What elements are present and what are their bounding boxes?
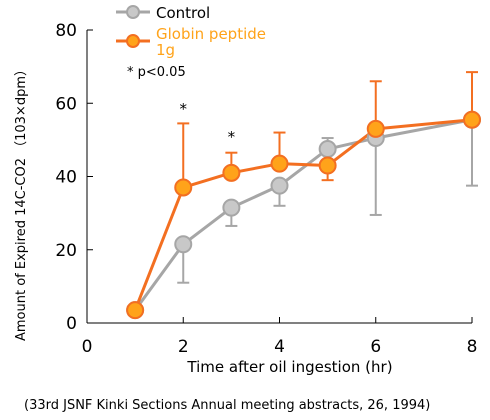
significance-marker: * (180, 100, 188, 118)
data-point-control (222, 198, 241, 217)
legend-label-control: Control (156, 4, 210, 22)
x-tick-label: 8 (467, 337, 478, 357)
data-point-globin (463, 110, 481, 129)
data-point-globin (174, 178, 193, 197)
data-point-globin (222, 163, 241, 182)
x-axis-label: Time after oil ingestion (hr) (186, 358, 392, 376)
legend-label-globin-line2: 1g (156, 41, 175, 59)
x-tick-label: 0 (82, 337, 93, 357)
data-point-globin (318, 156, 337, 175)
data-point-control (318, 140, 337, 159)
y-tick-label: 40 (55, 168, 77, 188)
data-point-globin (270, 154, 289, 173)
y-tick-label: 20 (55, 241, 77, 261)
y-tick-label: 0 (66, 314, 77, 334)
y-axis-label: Amount of Expired 14C-CO2 （103×dpm） (14, 63, 29, 341)
x-tick-label: 4 (274, 337, 285, 357)
significance-note: * p<0.05 (127, 65, 186, 80)
legend-marker-globin (126, 34, 140, 48)
series-line-globin (133, 118, 473, 311)
y-tick-label: 60 (55, 94, 77, 114)
source-note: (33rd JSNF Kinki Sections Annual meeting… (24, 398, 431, 413)
data-point-globin (126, 301, 145, 320)
data-point-control (270, 176, 289, 195)
data-point-control (174, 235, 193, 254)
x-tick-label: 6 (370, 337, 381, 357)
legend-label-globin: Globin peptide 1g (156, 25, 266, 59)
series-line-control (133, 118, 473, 312)
significance-marker: * (228, 128, 236, 146)
x-tick-label: 2 (178, 337, 189, 357)
data-point-globin (366, 119, 385, 138)
legend-marker-control (126, 5, 140, 19)
legend-label-globin-line1: Globin peptide (156, 25, 266, 43)
y-tick-label: 80 (55, 21, 77, 41)
